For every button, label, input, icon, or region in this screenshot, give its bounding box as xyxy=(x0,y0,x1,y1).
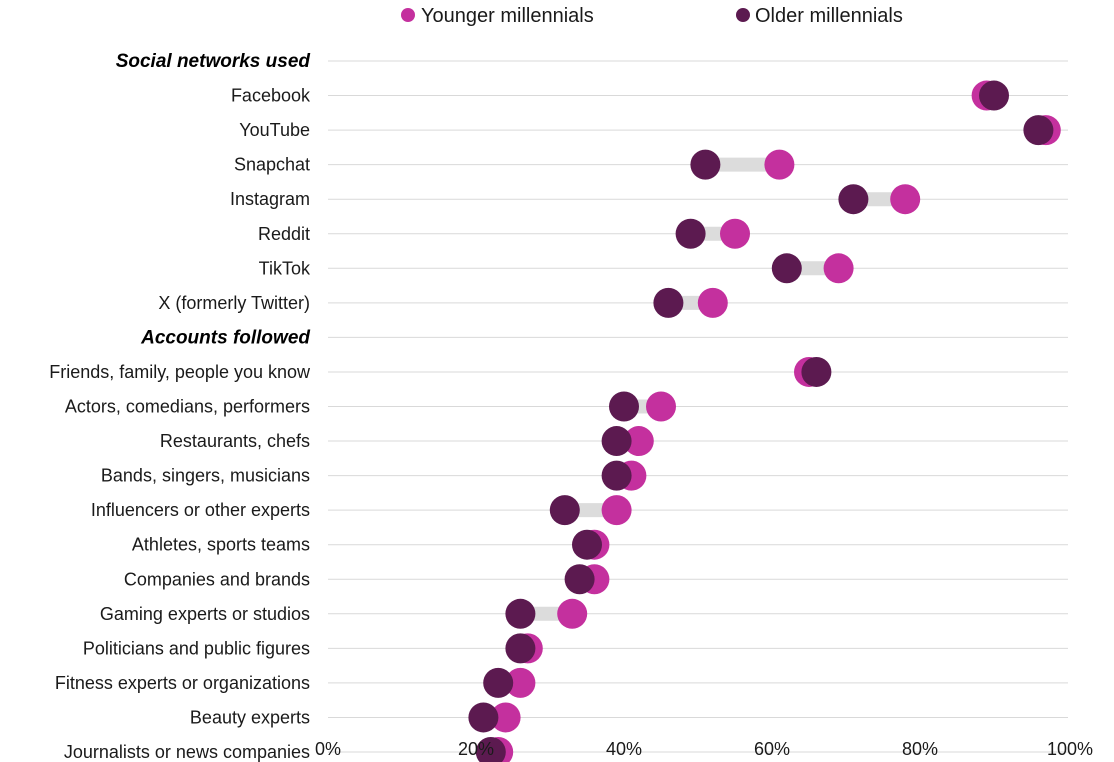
dot-younger-millennials xyxy=(601,495,632,526)
dot-older-millennials xyxy=(468,702,499,733)
section-header: Accounts followed xyxy=(140,327,310,348)
legend-label-older: Older millennials xyxy=(755,5,903,27)
category-label: Journalists or news companies xyxy=(64,742,310,762)
dot-older-millennials xyxy=(675,218,706,249)
dot-older-millennials xyxy=(838,184,869,215)
dot-older-millennials xyxy=(771,253,802,284)
dot-younger-millennials xyxy=(697,287,728,318)
category-label: Reddit xyxy=(258,224,310,244)
x-tick-label: 80% xyxy=(902,739,938,759)
dot-older-millennials xyxy=(690,149,721,180)
category-label: Instagram xyxy=(230,189,310,209)
dot-older-millennials xyxy=(609,391,639,422)
dot-older-millennials xyxy=(979,80,1009,111)
data-marks xyxy=(468,80,1061,762)
category-label: Restaurants, chefs xyxy=(160,431,310,451)
x-axis: 0% 20% 40% 60% 80% 100% xyxy=(315,739,1093,759)
category-label: Politicians and public figures xyxy=(83,638,310,658)
dot-older-millennials xyxy=(505,598,536,629)
category-label: Influencers or other experts xyxy=(91,500,310,520)
dot-older-millennials xyxy=(475,737,506,762)
x-tick-label: 100% xyxy=(1047,739,1093,759)
dot-older-millennials xyxy=(505,633,536,664)
category-label: Beauty experts xyxy=(190,707,310,727)
x-tick-label: 20% xyxy=(458,739,494,759)
dot-younger-millennials xyxy=(646,391,676,422)
dot-older-millennials xyxy=(1023,115,1054,146)
dot-older-millennials xyxy=(483,667,514,698)
x-tick-label: 60% xyxy=(754,739,790,759)
dot-older-millennials xyxy=(549,495,580,526)
dot-younger-millennials xyxy=(557,598,588,629)
dot-older-millennials xyxy=(601,426,632,457)
category-label: X (formerly Twitter) xyxy=(158,293,310,313)
category-labels: Social networks used Facebook YouTube Snapc… xyxy=(49,51,311,762)
dot-younger-millennials xyxy=(720,218,750,249)
legend-swatch-younger xyxy=(401,8,415,22)
section-header: Social networks used xyxy=(116,51,311,72)
category-label: Friends, family, people you know xyxy=(49,362,311,382)
category-label: Companies and brands xyxy=(124,569,310,589)
dot-younger-millennials xyxy=(623,426,654,457)
dot-older-millennials xyxy=(801,356,832,387)
x-tick-label: 0% xyxy=(315,739,341,759)
category-label: Snapchat xyxy=(234,155,310,175)
x-tick-label: 40% xyxy=(606,739,642,759)
gridlines xyxy=(328,60,1068,753)
dot-younger-millennials xyxy=(505,667,536,698)
category-label: Actors, comedians, performers xyxy=(65,397,310,417)
dot-younger-millennials xyxy=(764,149,795,180)
dot-older-millennials xyxy=(572,529,602,560)
category-label: Facebook xyxy=(231,86,311,106)
dot-older-millennials xyxy=(564,564,595,595)
category-label: Gaming experts or studios xyxy=(100,604,310,624)
category-label: Bands, singers, musicians xyxy=(101,466,310,486)
legend-swatch-older xyxy=(736,8,750,22)
dot-younger-millennials xyxy=(890,184,921,215)
legend-label-younger: Younger millennials xyxy=(421,5,594,27)
category-label: YouTube xyxy=(239,120,310,140)
legend: Younger millennials Older millennials xyxy=(401,5,903,27)
dot-older-millennials xyxy=(653,287,684,318)
category-label: TikTok xyxy=(259,258,311,278)
dot-younger-millennials xyxy=(490,702,521,733)
dot-older-millennials xyxy=(601,460,632,491)
dot-younger-millennials xyxy=(823,253,854,284)
category-label: Athletes, sports teams xyxy=(132,535,310,555)
category-label: Fitness experts or organizations xyxy=(55,673,310,693)
